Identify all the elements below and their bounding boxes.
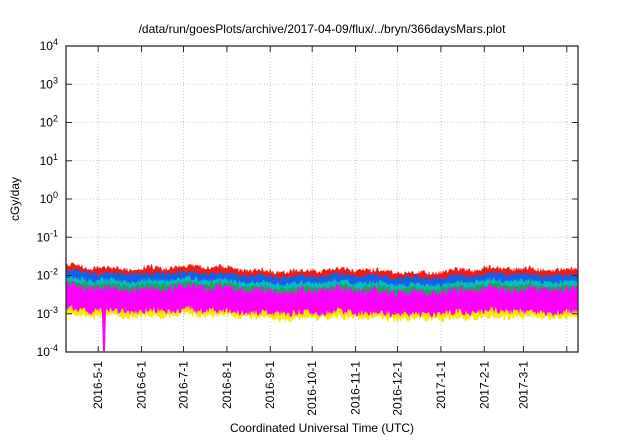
- x-tick-label: 2016-5-1: [91, 361, 105, 409]
- y-tick-label: 102: [40, 114, 58, 130]
- x-tick-label: 2016-10-1: [305, 361, 319, 416]
- x-tick-label: 2017-1-1: [434, 361, 448, 409]
- x-tick-label: 2016-8-1: [220, 361, 234, 409]
- axis-ticks: [66, 45, 578, 353]
- y-tick-label: 103: [40, 75, 58, 91]
- y-tick-labels: 104 103 102 101 100 10-1 10-2 10-3 10-4: [37, 37, 58, 359]
- y-axis-label: cGy/day: [8, 177, 22, 222]
- x-tick-label: 2017-2-1: [477, 361, 491, 409]
- series-layer: [66, 262, 578, 352]
- y-tick-label: 100: [40, 190, 58, 206]
- y-tick-label: 104: [40, 37, 58, 53]
- x-tick-label: 2016-11-1: [349, 361, 363, 415]
- x-tick-label: 2017-3-1: [516, 361, 530, 409]
- x-tick-labels: 2016-5-1 2016-6-1 2016-7-1 2016-8-1 2016-9-1…: [91, 361, 530, 416]
- y-tick-label: 10-2: [37, 267, 58, 283]
- x-axis-label: Coordinated Universal Time (UTC): [229, 421, 415, 435]
- chart-title: /data/run/goesPlots/archive/2017-04-09/f…: [138, 22, 506, 36]
- x-tick-label: 2016-9-1: [263, 361, 277, 409]
- y-tick-label: 10-4: [37, 343, 58, 359]
- x-tick-label: 2016-6-1: [135, 361, 149, 409]
- y-tick-label: 101: [40, 152, 58, 168]
- y-tick-label: 10-1: [37, 228, 58, 244]
- dose-band-magenta: [66, 281, 578, 352]
- x-tick-label: 2016-12-1: [391, 361, 405, 416]
- x-tick-label: 2016-7-1: [177, 361, 191, 409]
- y-tick-label: 10-3: [37, 305, 58, 321]
